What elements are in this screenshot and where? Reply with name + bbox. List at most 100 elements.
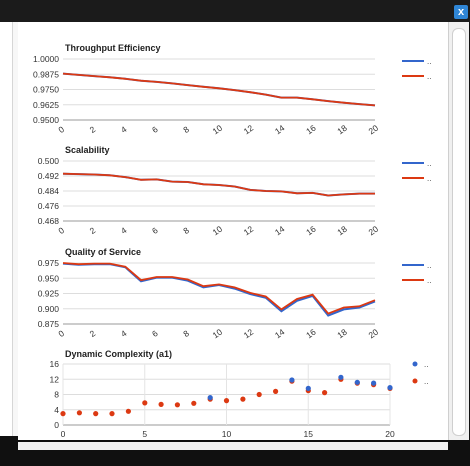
x-tick-label: 6 (150, 328, 160, 339)
scatter-point (305, 385, 311, 391)
scatter-point (256, 391, 262, 398)
series-line (62, 72, 376, 107)
y-tick-label: 0.492 (38, 171, 60, 181)
legend-label: .. (427, 72, 431, 81)
y-tick-label: 0.975 (38, 258, 60, 268)
x-tick-label: 8 (181, 225, 191, 236)
x-tick-label: 10 (222, 429, 232, 439)
x-tick-label: 0 (56, 328, 66, 339)
scatter-point (158, 401, 164, 407)
scatter-point (93, 411, 99, 417)
scatter-point (109, 411, 115, 417)
x-tick-label: 0 (56, 124, 66, 135)
left-panel-edge (0, 22, 13, 436)
x-tick-label: 20 (367, 123, 381, 137)
charts-canvas: Throughput Efficiency1.00000.98750.97500… (33, 43, 432, 439)
legend-label: .. (427, 57, 431, 66)
y-tick-label: 0.468 (38, 216, 60, 226)
scatter-point (273, 388, 279, 394)
chart-title: Scalability (65, 145, 110, 155)
legend-label: .. (427, 159, 431, 168)
x-tick-label: 20 (367, 327, 381, 341)
y-tick-label: 0.950 (38, 273, 60, 283)
scatter-point (354, 379, 360, 385)
x-tick-label: 2 (88, 124, 98, 135)
y-tick-label: 0.476 (38, 201, 60, 211)
legend-label: .. (424, 377, 428, 386)
y-tick-label: 0.9750 (33, 85, 59, 95)
scatter-point (142, 400, 148, 406)
x-tick-label: 14 (273, 123, 287, 137)
x-tick-label: 4 (119, 225, 129, 236)
x-tick-label: 8 (181, 124, 191, 135)
legend-label: .. (424, 360, 428, 369)
x-tick-label: 12 (242, 327, 256, 341)
y-tick-label: 0.925 (38, 289, 60, 299)
x-tick-label: 12 (242, 224, 256, 238)
scatter-point (223, 398, 230, 404)
legend-label: .. (427, 174, 431, 183)
x-tick-label: 6 (150, 124, 160, 135)
scatter-point (174, 402, 180, 408)
x-tick-label: 8 (181, 328, 191, 339)
x-tick-label: 14 (273, 327, 287, 341)
scatter-point (387, 385, 393, 391)
y-tick-label: 16 (50, 359, 60, 369)
series-line (62, 262, 376, 315)
scatter-point (322, 390, 328, 396)
x-tick-label: 16 (304, 224, 318, 238)
close-button[interactable]: x (454, 5, 468, 19)
y-tick-label: 0 (54, 420, 59, 430)
x-tick-label: 18 (335, 327, 349, 341)
scatter-point (76, 410, 82, 416)
y-tick-label: 0.900 (38, 304, 60, 314)
x-tick-label: 5 (142, 429, 147, 439)
vertical-scrollbar[interactable] (448, 22, 469, 440)
x-tick-label: 10 (211, 123, 225, 137)
x-tick-label: 0 (61, 429, 66, 439)
scatter-point (191, 400, 197, 406)
chart-2: Quality of Service 0.975 0.950 0.925 0.900 0.… (38, 247, 432, 340)
x-tick-label: 16 (304, 327, 318, 341)
chart-title: Quality of Service (65, 247, 141, 257)
y-tick-label: 0.875 (38, 319, 60, 329)
y-tick-label: 0.9875 (33, 69, 59, 79)
scatter-point (240, 396, 246, 402)
x-tick-label: 10 (211, 327, 225, 341)
y-tick-label: 8 (54, 390, 59, 400)
series-line (62, 172, 375, 197)
scatter-point (371, 380, 377, 386)
y-tick-label: 0.9625 (33, 100, 59, 110)
x-tick-label: 2 (88, 225, 98, 236)
x-tick-label: 6 (150, 225, 160, 236)
x-tick-label: 18 (335, 224, 349, 238)
x-tick-label: 18 (335, 123, 349, 137)
chart-0: Throughput Efficiency 1.0000 0.9875 0.9750 0… (33, 43, 431, 136)
x-tick-label: 16 (304, 123, 318, 137)
x-tick-label: 0 (56, 225, 66, 236)
x-tick-label: 10 (211, 224, 225, 238)
scrollbar-thumb[interactable] (452, 28, 466, 436)
window-title-bar: x (0, 0, 470, 22)
scatter-point (207, 395, 213, 401)
y-tick-label: 0.9500 (33, 115, 59, 125)
legend-swatch-red (412, 378, 418, 384)
scatter-point (289, 377, 295, 383)
x-tick-label: 4 (119, 124, 129, 135)
y-tick-label: 1.0000 (33, 54, 59, 64)
legend-swatch-blue (412, 361, 418, 367)
charts-panel: Throughput Efficiency 1.0000 0.9875 0.9750 0… (18, 22, 448, 440)
legend-label: .. (427, 261, 431, 270)
y-tick-label: 0.500 (38, 156, 60, 166)
x-tick-label: 15 (304, 429, 314, 439)
legend-label: .. (427, 276, 431, 285)
x-tick-label: 20 (385, 429, 395, 439)
horizontal-scroll-track[interactable] (18, 442, 448, 450)
chart-title: Dynamic Complexity (a1) (65, 349, 172, 359)
series-line (62, 262, 376, 317)
chart-3: Dynamic Complexity (a1) 16 12 8 4 00 5 10 15 20..… (50, 349, 429, 439)
x-tick-label: 12 (242, 123, 256, 137)
x-tick-label: 14 (273, 224, 287, 238)
chart-title: Throughput Efficiency (65, 43, 161, 53)
